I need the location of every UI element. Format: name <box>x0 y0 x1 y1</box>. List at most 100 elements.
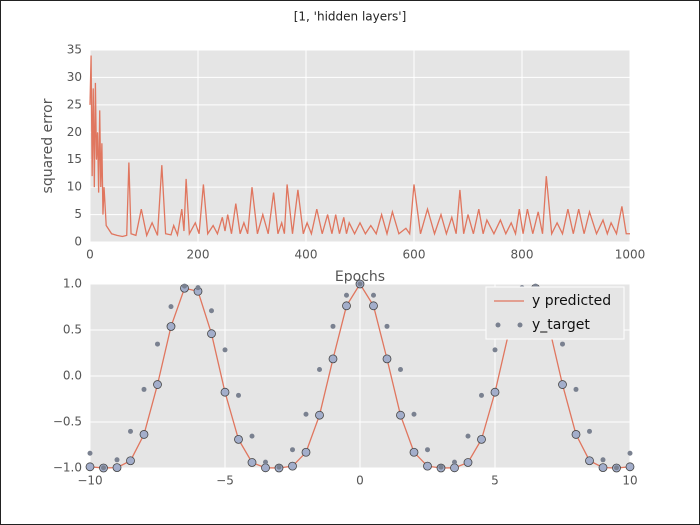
data-point <box>571 430 581 439</box>
data-point <box>411 411 417 417</box>
y-tick-label: 25 <box>67 97 82 111</box>
plot-area <box>90 50 630 242</box>
legend-marker <box>517 322 523 328</box>
y-tick-label: 0.0 <box>63 369 82 383</box>
data-point <box>128 428 133 434</box>
data-point <box>168 304 174 310</box>
data-point <box>396 410 405 420</box>
data-point <box>369 301 378 311</box>
data-point <box>276 464 282 470</box>
y-tick-label: 1.0 <box>63 277 82 291</box>
data-point <box>598 463 608 473</box>
data-point <box>85 462 95 472</box>
data-point <box>490 387 500 397</box>
data-point <box>303 411 309 417</box>
data-point <box>301 447 311 457</box>
data-point <box>384 323 390 329</box>
x-tick-label: 600 <box>403 248 426 262</box>
data-point <box>141 386 147 392</box>
x-tick-label: 400 <box>295 248 318 262</box>
data-point <box>317 366 322 372</box>
legend-marker <box>495 322 501 328</box>
data-point <box>222 347 228 353</box>
data-point <box>207 329 216 339</box>
y-tick-label: −0.5 <box>53 415 82 429</box>
data-point <box>155 341 160 347</box>
data-point <box>371 292 376 298</box>
data-point <box>315 410 324 420</box>
data-point <box>438 464 444 470</box>
data-point <box>409 447 419 457</box>
data-point <box>328 354 338 364</box>
data-point <box>114 457 120 463</box>
data-point <box>357 281 363 287</box>
y-tick-label: 0 <box>74 235 82 249</box>
data-point <box>600 457 606 463</box>
data-point <box>234 434 243 444</box>
data-point <box>344 292 349 298</box>
data-point <box>573 386 579 392</box>
data-point <box>382 354 392 364</box>
data-point <box>627 450 633 456</box>
legend-box <box>485 286 625 340</box>
data-point <box>166 322 176 331</box>
data-point <box>558 380 567 389</box>
data-point <box>463 458 473 467</box>
data-point <box>263 459 268 465</box>
x-tick-label: 5 <box>491 474 499 488</box>
data-point <box>182 283 187 289</box>
data-point <box>585 456 594 466</box>
x-tick-label: 0 <box>356 474 364 488</box>
data-point <box>195 285 201 291</box>
data-point <box>423 461 432 471</box>
data-point <box>465 433 471 439</box>
data-point <box>398 366 403 372</box>
data-point <box>587 428 592 434</box>
y-tick-label: 10 <box>67 180 82 194</box>
data-point <box>112 463 122 473</box>
data-point <box>249 433 255 439</box>
data-point <box>126 456 135 466</box>
data-point <box>236 392 241 398</box>
data-point <box>425 447 430 453</box>
y-tick-label: 5 <box>74 207 82 221</box>
data-point <box>330 323 336 329</box>
legend-label: y_target <box>532 317 590 333</box>
y-tick-label: 15 <box>67 152 82 166</box>
x-axis-label: Epochs <box>335 269 385 285</box>
data-point <box>288 461 297 471</box>
data-point <box>450 463 459 473</box>
data-point <box>139 430 149 439</box>
x-tick-label: 1000 <box>615 248 646 262</box>
figure-title: [1, 'hidden layers'] <box>294 10 407 24</box>
data-point <box>625 462 635 472</box>
data-point <box>342 301 351 311</box>
y-tick-label: 0.5 <box>63 323 82 337</box>
data-point <box>101 465 106 471</box>
x-tick-label: −10 <box>77 474 102 488</box>
data-point <box>290 447 295 453</box>
data-point <box>247 458 257 467</box>
data-point <box>261 463 270 473</box>
x-tick-label: 800 <box>511 248 534 262</box>
data-point <box>153 380 162 389</box>
y-axis-label: squared error <box>40 98 56 193</box>
data-point <box>209 308 214 314</box>
data-point <box>479 392 484 398</box>
legend-label: y predicted <box>532 293 611 309</box>
x-tick-label: −5 <box>216 474 234 488</box>
x-tick-label: 10 <box>622 474 637 488</box>
y-tick-label: −1.0 <box>53 461 82 475</box>
data-point <box>477 434 486 444</box>
data-point <box>614 465 619 471</box>
y-tick-label: 35 <box>67 43 82 57</box>
data-point <box>452 459 457 465</box>
data-point <box>87 450 93 456</box>
x-tick-label: 200 <box>187 248 210 262</box>
data-point <box>220 387 230 397</box>
data-point <box>560 341 565 347</box>
y-tick-label: 30 <box>67 70 82 84</box>
data-point <box>492 347 498 353</box>
data-line <box>89 55 630 238</box>
